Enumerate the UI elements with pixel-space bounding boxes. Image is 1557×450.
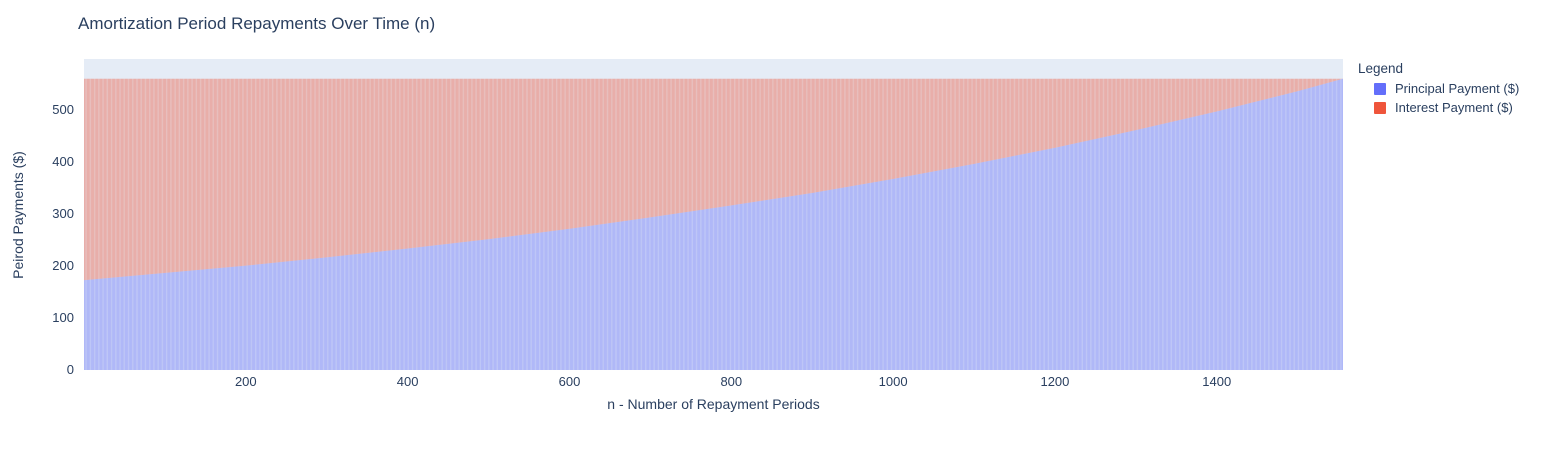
bars-svg[interactable] <box>84 59 1343 370</box>
x-tick-label: 1400 <box>1202 374 1232 389</box>
x-tick-label: 400 <box>396 374 419 389</box>
y-tick-label: 100 <box>52 310 74 326</box>
x-tick-label: 600 <box>558 374 581 389</box>
legend-item-principal[interactable]: Principal Payment ($) <box>1374 81 1519 96</box>
legend-item-label: Interest Payment ($) <box>1395 100 1513 115</box>
x-tick-label: 1000 <box>878 374 908 389</box>
y-tick-label: 300 <box>52 206 74 222</box>
interest-swatch-icon <box>1374 101 1386 114</box>
y-tick-label: 0 <box>66 362 74 377</box>
y-tick-label: 400 <box>52 154 74 170</box>
y-tick-label: 200 <box>52 258 74 274</box>
x-axis-title: n - Number of Repayment Periods <box>607 396 820 412</box>
legend-title: Legend <box>1358 61 1404 76</box>
legend-item-interest[interactable]: Interest Payment ($) <box>1374 100 1519 115</box>
chart-title: Amortization Period Repayments Over Time… <box>78 14 436 33</box>
legend-item-label: Principal Payment ($) <box>1395 81 1520 96</box>
legend: Legend Principal Payment ($) Interest Pa… <box>1358 61 1519 119</box>
y-tick-label: 500 <box>52 102 74 118</box>
plot-area[interactable] <box>84 59 1343 370</box>
x-tick-label: 200 <box>234 374 257 389</box>
x-tick-label: 800 <box>720 374 743 389</box>
principal-swatch-icon <box>1374 82 1386 95</box>
x-tick-label: 1200 <box>1040 374 1070 389</box>
